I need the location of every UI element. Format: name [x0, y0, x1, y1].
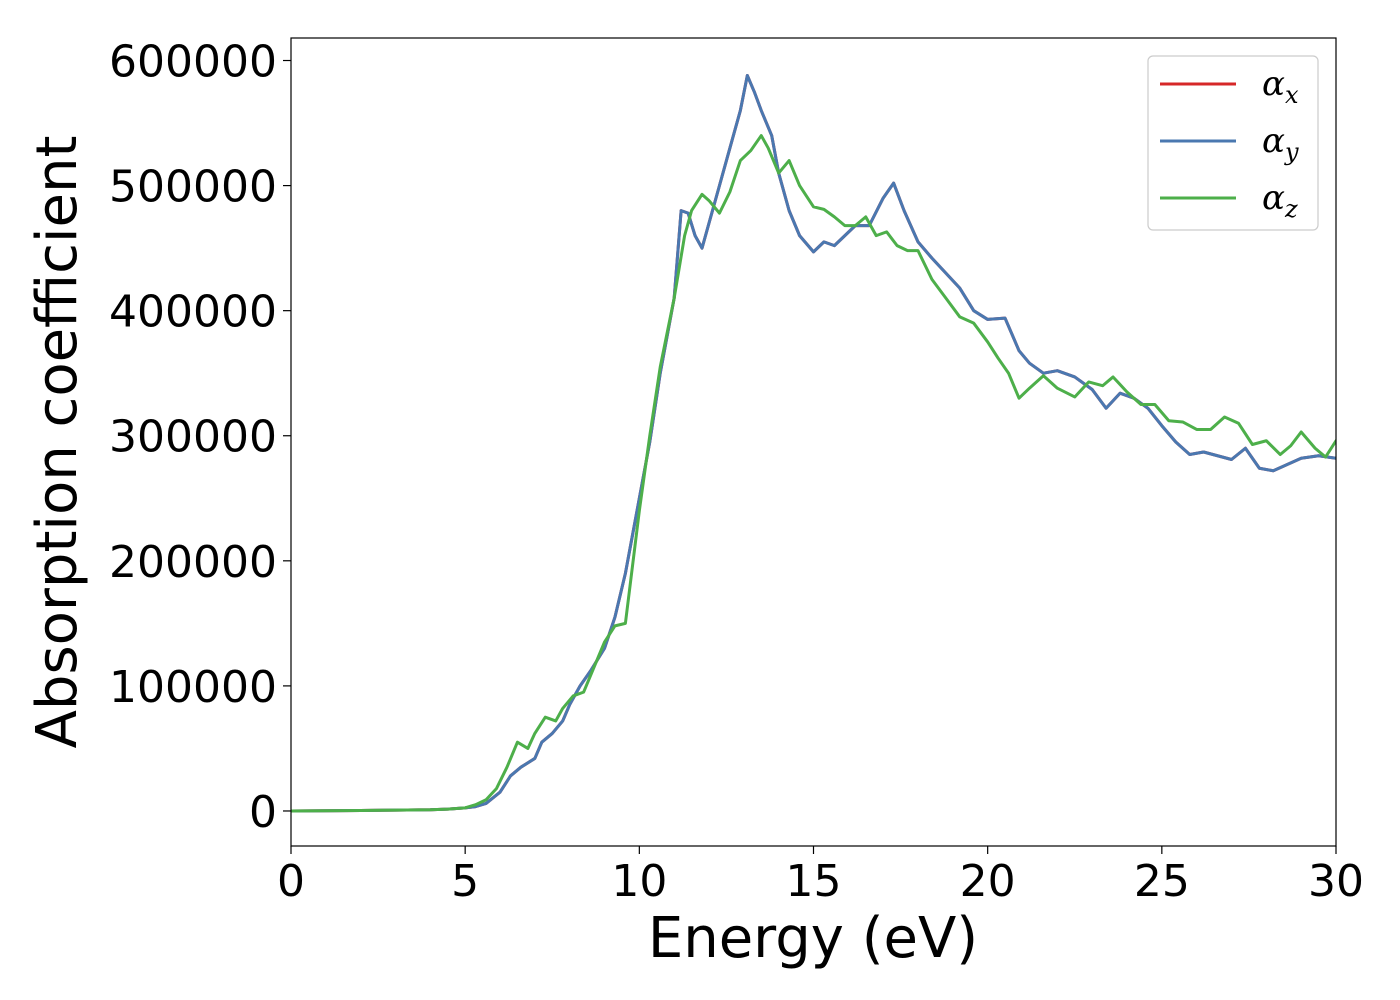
- x-tick-label: 10: [611, 856, 667, 907]
- y-tick-label: 500000: [109, 162, 277, 213]
- series-line-z: [291, 134, 1336, 813]
- x-tick-label: 20: [960, 856, 1016, 907]
- y-tick-label: 200000: [109, 537, 277, 588]
- y-tick-label: 600000: [109, 37, 277, 88]
- x-tick-label: 15: [786, 856, 842, 907]
- legend-box: [1147, 55, 1319, 231]
- y-axis-ticks: 0 100000 200000 300000 400000 500000 600000: [109, 37, 291, 838]
- legend-label-x: αx: [1262, 64, 1299, 109]
- y-tick-label: 0: [249, 787, 277, 838]
- series-layer: [291, 74, 1336, 813]
- series-line-y: [291, 74, 1336, 813]
- x-tick-label: 5: [451, 856, 479, 907]
- y-tick-label: 400000: [109, 287, 277, 338]
- y-tick-label: 300000: [109, 412, 277, 463]
- legend: αx αy αz: [1147, 55, 1319, 231]
- x-tick-label: 30: [1308, 856, 1364, 907]
- legend-label-y: αy: [1262, 121, 1299, 166]
- x-tick-label: 0: [277, 856, 305, 907]
- x-axis-label: Energy (eV): [648, 906, 978, 971]
- x-axis-ticks: 0 5 10 15 20 25 30: [277, 846, 1364, 907]
- y-tick-label: 100000: [109, 662, 277, 713]
- legend-label-z: αz: [1262, 178, 1298, 223]
- x-tick-label: 25: [1134, 856, 1190, 907]
- y-axis-label: Absorption coefficient: [25, 136, 90, 749]
